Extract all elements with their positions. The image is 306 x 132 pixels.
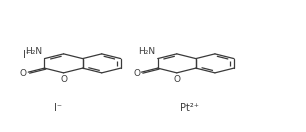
Text: H₂N: H₂N [25, 48, 42, 56]
Text: O: O [173, 75, 180, 84]
Text: I⁻: I⁻ [54, 103, 62, 113]
Text: I⁻: I⁻ [23, 50, 31, 60]
Text: O: O [133, 69, 140, 78]
Text: Pt²⁺: Pt²⁺ [180, 103, 199, 113]
Text: O: O [60, 75, 67, 84]
Text: H₂N: H₂N [138, 48, 155, 56]
Text: O: O [20, 69, 27, 78]
